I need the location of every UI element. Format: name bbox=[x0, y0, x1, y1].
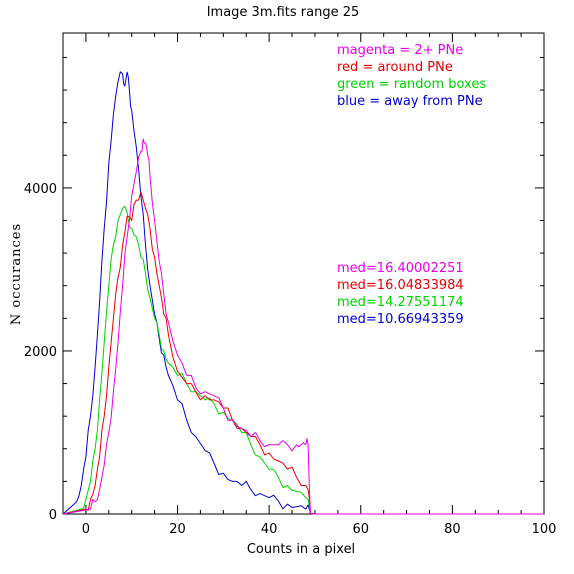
x-tick-label: 100 bbox=[532, 522, 557, 537]
series-line bbox=[62, 205, 544, 515]
y-axis-title: N occurances bbox=[9, 223, 24, 325]
x-tick-label: 20 bbox=[169, 522, 186, 537]
median-annotations: med=16.40002251 med=16.04833984 med=14.275… bbox=[337, 261, 464, 327]
tick-labels: 0 20 40 60 80 100 0 2000 4000 bbox=[24, 182, 557, 537]
legend-entry: magenta = 2+ PNe bbox=[337, 43, 463, 58]
median-label: med=10.66943359 bbox=[337, 312, 464, 327]
x-tick-label: 60 bbox=[352, 522, 369, 537]
x-tick-label: 40 bbox=[261, 522, 278, 537]
x-axis-title: Counts in a pixel bbox=[247, 542, 355, 557]
y-tick-label: 2000 bbox=[24, 345, 57, 360]
legend: magenta = 2+ PNe red = around PNe green = … bbox=[337, 43, 486, 109]
median-label: med=14.27551174 bbox=[337, 295, 464, 310]
x-tick-label: 0 bbox=[82, 522, 90, 537]
y-tick-label: 4000 bbox=[24, 182, 57, 197]
plot-frame bbox=[62, 32, 545, 515]
series-line bbox=[62, 191, 544, 515]
legend-entry: blue = away from PNe bbox=[337, 94, 483, 109]
series-line bbox=[62, 71, 544, 515]
y-tick-label: 0 bbox=[49, 508, 57, 523]
series-layer bbox=[62, 71, 544, 515]
chart-title: Image 3m.fits range 25 bbox=[207, 5, 360, 20]
median-label: med=16.40002251 bbox=[337, 261, 464, 276]
x-tick-label: 80 bbox=[444, 522, 461, 537]
median-label: med=16.04833984 bbox=[337, 278, 464, 293]
legend-entry: red = around PNe bbox=[337, 60, 453, 75]
legend-entry: green = random boxes bbox=[337, 77, 486, 92]
series-line bbox=[62, 138, 544, 515]
